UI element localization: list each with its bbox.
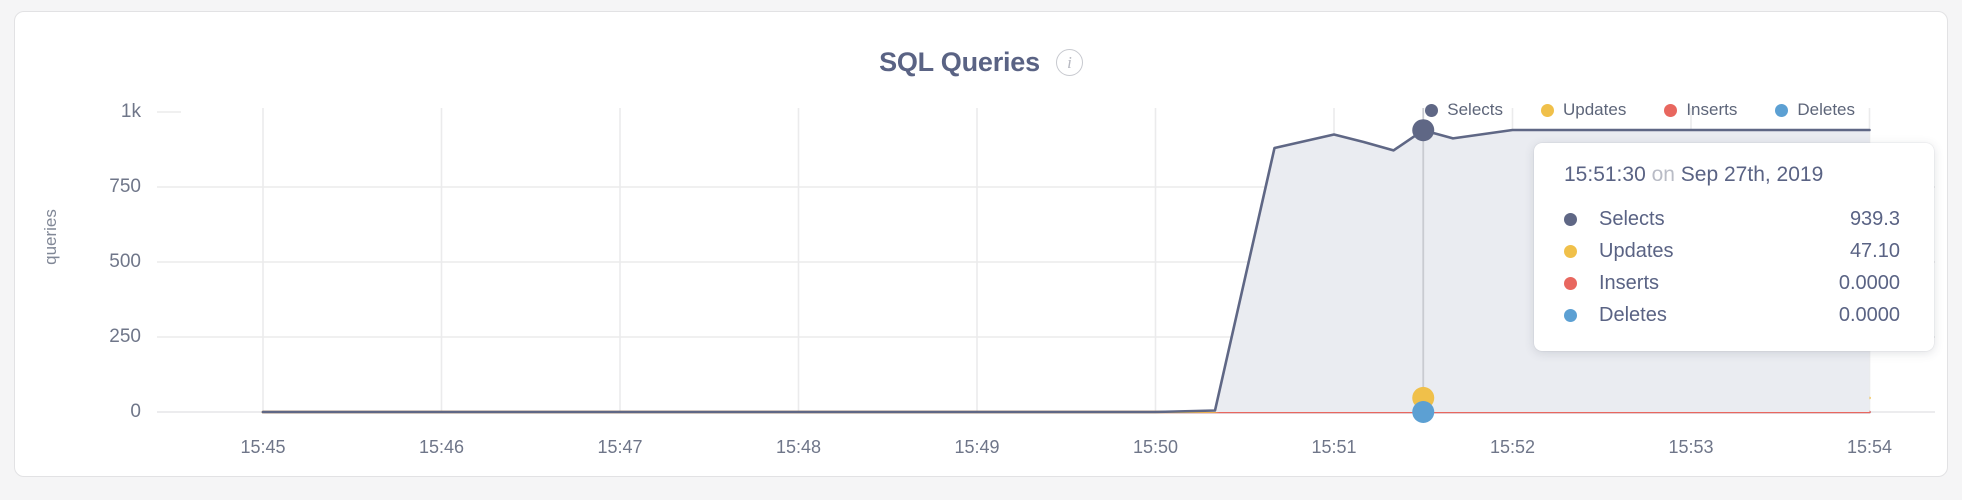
tooltip-row: Updates 47.10 — [1564, 235, 1900, 267]
tooltip-series-name: Updates — [1599, 239, 1674, 262]
y-tick-label: 500 — [109, 251, 141, 272]
tooltip-dot-updates — [1564, 244, 1577, 258]
data-point-marker-updates[interactable] — [1412, 386, 1435, 409]
legend-label-selects: Selects — [1447, 100, 1503, 119]
tooltip-date: Sep 27th, 2019 — [1680, 163, 1824, 186]
series-area-updates — [263, 397, 1870, 412]
tooltip-series-name: Deletes — [1599, 303, 1667, 326]
page-title: SQL Queries — [879, 47, 1040, 77]
tooltip-series-value: 0.0000 — [1838, 271, 1900, 294]
tooltip-row: Deletes 0.0000 — [1564, 299, 1900, 331]
y-tick-label: 250 — [109, 326, 141, 347]
x-tick-label: 15:45 — [240, 437, 286, 457]
info-icon[interactable]: i — [1055, 49, 1083, 76]
legend-item-selects[interactable]: Selects — [1425, 100, 1503, 120]
legend-label-updates: Updates — [1563, 100, 1627, 119]
tooltip-time: 15:51:30 — [1564, 163, 1646, 186]
x-tick-label: 15:53 — [1668, 437, 1714, 457]
tooltip-header: 15:51:30 on Sep 27th, 2019 — [1564, 163, 1900, 187]
x-tick-label: 15:54 — [1846, 437, 1893, 457]
data-point-marker-selects[interactable] — [1412, 119, 1435, 142]
legend-label-deletes: Deletes — [1797, 100, 1855, 119]
x-tick-label: 15:49 — [954, 437, 1000, 457]
y-tick-label: 1k — [120, 101, 141, 122]
legend-dot-selects — [1425, 103, 1439, 117]
legend-item-inserts[interactable]: Inserts — [1664, 100, 1737, 120]
tooltip-rows: Selects 939.3 Updates 47.10 Inserts 0.0000 Del… — [1564, 203, 1900, 331]
y-tick-label: 0 — [130, 401, 141, 422]
tooltip-series-value: 939.3 — [1849, 207, 1900, 230]
y-axis-ticks: 0 250 500 750 1k — [69, 12, 141, 478]
legend-dot-updates — [1541, 103, 1554, 117]
x-tick-label: 15:47 — [597, 437, 643, 457]
tooltip-series-value: 0.0000 — [1838, 303, 1900, 326]
y-axis-label: queries — [41, 209, 60, 265]
tooltip-series-name: Selects — [1599, 207, 1665, 230]
sql-queries-chart-card: SQL Queries i Selects Updates Inserts De… — [14, 11, 1948, 477]
x-tick-label: 15:51 — [1311, 437, 1357, 457]
chart-header: SQL Queries i — [15, 47, 1947, 78]
x-tick-label: 15:52 — [1489, 437, 1536, 457]
chart-tooltip: 15:51:30 on Sep 27th, 2019 Selects 939.3 U… — [1534, 143, 1934, 351]
tooltip-row: Inserts 0.0000 — [1564, 267, 1900, 299]
tooltip-dot-deletes — [1564, 308, 1577, 322]
x-tick-label: 15:48 — [775, 437, 822, 457]
tooltip-row: Selects 939.3 — [1564, 203, 1900, 235]
tooltip-series-name: Inserts — [1599, 271, 1660, 294]
tooltip-series-value: 47.10 — [1849, 239, 1900, 262]
y-tick-label: 750 — [109, 176, 141, 197]
x-tick-label: 15:46 — [418, 437, 465, 457]
legend-label-inserts: Inserts — [1686, 100, 1738, 119]
tooltip-on-word: on — [1651, 163, 1675, 186]
data-point-marker-deletes[interactable] — [1412, 401, 1435, 423]
legend-dot-deletes — [1775, 103, 1789, 117]
legend-dot-inserts — [1664, 103, 1678, 117]
legend-item-deletes[interactable]: Deletes — [1775, 100, 1855, 120]
series-line-updates — [261, 396, 1871, 414]
tooltip-dot-selects — [1564, 212, 1577, 226]
chart-legend: Selects Updates Inserts Deletes — [1425, 100, 1855, 120]
tooltip-dot-inserts — [1564, 276, 1577, 290]
x-tick-label: 15:50 — [1132, 437, 1179, 457]
legend-item-updates[interactable]: Updates — [1541, 100, 1626, 120]
